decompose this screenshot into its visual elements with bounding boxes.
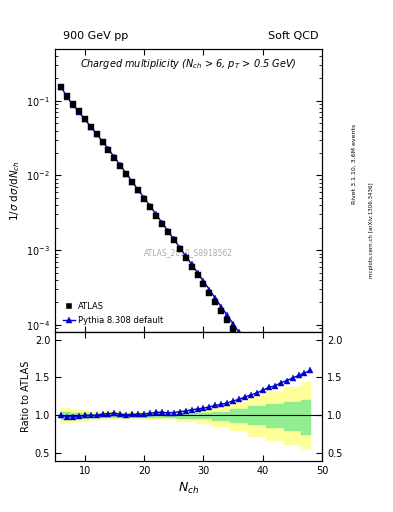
Text: 900 GeV pp: 900 GeV pp [63,31,128,41]
Text: Soft QCD: Soft QCD [268,31,318,41]
Text: Charged multiplicity ($N_{ch}$ > 6, $p_T$ > 0.5 GeV): Charged multiplicity ($N_{ch}$ > 6, $p_T… [80,57,297,71]
Text: ATLAS_2010_S8918562: ATLAS_2010_S8918562 [144,248,233,257]
Legend: ATLAS, Pythia 8.308 default: ATLAS, Pythia 8.308 default [59,299,167,328]
Y-axis label: 1/$\sigma$ d$\sigma$/d$N_{ch}$: 1/$\sigma$ d$\sigma$/d$N_{ch}$ [8,160,22,221]
X-axis label: $N_{ch}$: $N_{ch}$ [178,481,199,496]
Y-axis label: Ratio to ATLAS: Ratio to ATLAS [20,361,31,432]
Text: Rivet 3.1.10, 3.6M events: Rivet 3.1.10, 3.6M events [352,124,357,204]
Text: mcplots.cern.ch [arXiv:1306.3436]: mcplots.cern.ch [arXiv:1306.3436] [369,183,375,278]
